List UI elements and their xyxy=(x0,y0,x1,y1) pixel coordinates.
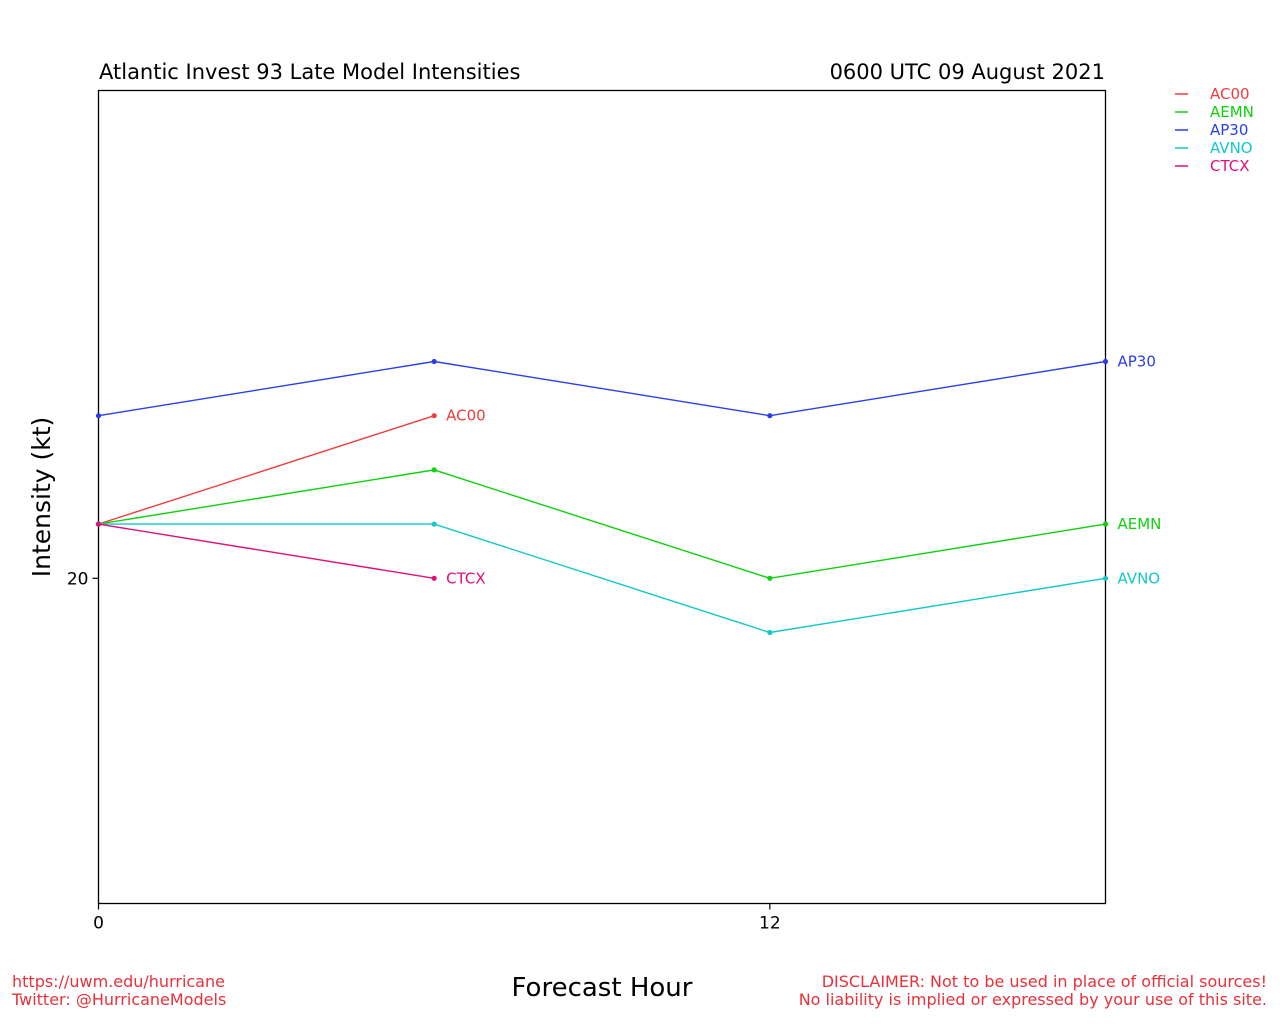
x-tick-label: 12 xyxy=(759,914,781,934)
legend-label: AC00 xyxy=(1210,85,1250,103)
chart-title: Atlantic Invest 93 Late Model Intensitie… xyxy=(99,60,520,84)
data-point-avno xyxy=(767,629,773,636)
series-line-ac00 xyxy=(98,415,435,525)
data-point-ctcx xyxy=(95,521,102,527)
data-point-ap30 xyxy=(767,413,773,419)
series-ap30: AP30 xyxy=(95,353,1156,419)
series-end-label-aemn: AEMN xyxy=(1118,515,1162,533)
series-line-aemn xyxy=(98,469,1106,580)
data-point-ctcx xyxy=(431,575,437,581)
footer-disclaimer: DISCLAIMER: Not to be used in place of o… xyxy=(822,972,1267,991)
legend-label: AVNO xyxy=(1210,139,1253,157)
series-end-label-ctcx: CTCX xyxy=(446,569,486,587)
data-point-aemn xyxy=(431,467,437,473)
series-ac00: AC00 xyxy=(95,407,486,527)
chart-datetime: 0600 UTC 09 August 2021 xyxy=(830,60,1105,84)
y-axis-label: Intensity (kt) xyxy=(27,417,56,578)
plot-frame xyxy=(97,89,1107,905)
data-point-avno xyxy=(1102,575,1109,581)
data-point-aemn xyxy=(1102,521,1109,527)
legend-label: AP30 xyxy=(1210,121,1248,139)
data-point-avno xyxy=(431,521,437,527)
series-end-label-avno: AVNO xyxy=(1118,569,1161,587)
x-tick-label: 0 xyxy=(93,914,104,934)
legend-item-ap30: AP30 xyxy=(1175,121,1248,139)
series-end-label-ac00: AC00 xyxy=(446,407,486,425)
data-point-ap30 xyxy=(431,358,437,365)
legend-label: CTCX xyxy=(1210,157,1250,175)
series-avno: AVNO xyxy=(95,521,1161,636)
legend-item-ctcx: CTCX xyxy=(1175,157,1250,175)
footer-twitter: Twitter: @HurricaneModels xyxy=(11,990,226,1009)
series-line-avno xyxy=(98,523,1106,634)
legend-item-ac00: AC00 xyxy=(1175,85,1250,103)
series-aemn: AEMN xyxy=(95,467,1162,581)
legend-item-avno: AVNO xyxy=(1175,139,1253,157)
data-point-ap30 xyxy=(1102,358,1109,365)
data-point-ap30 xyxy=(95,413,102,419)
x-axis-label: Forecast Hour xyxy=(512,973,693,1003)
data-point-ac00 xyxy=(431,413,437,419)
series-end-label-ap30: AP30 xyxy=(1118,353,1156,371)
axis-ticks: 0 12 20 xyxy=(67,569,781,933)
footer-website: https://uwm.edu/hurricane xyxy=(12,972,225,991)
footer-liability: No liability is implied or expressed by … xyxy=(799,990,1267,1009)
series-lines: AC00 AEMN AP30 AVNO CTCX xyxy=(95,353,1162,636)
series-ctcx: CTCX xyxy=(95,521,486,587)
series-line-ctcx xyxy=(98,523,435,579)
y-tick-label: 20 xyxy=(67,569,89,589)
legend-label: AEMN xyxy=(1210,103,1254,121)
data-point-aemn xyxy=(767,575,773,581)
series-line-ap30 xyxy=(98,360,1106,417)
legend-item-aemn: AEMN xyxy=(1175,103,1254,121)
